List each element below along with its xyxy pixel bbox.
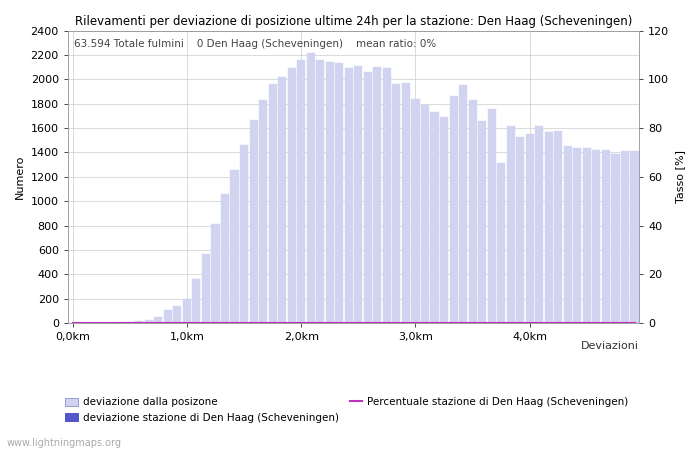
Bar bbox=[345, 68, 353, 323]
Bar bbox=[364, 72, 372, 323]
Bar bbox=[526, 134, 534, 323]
Bar bbox=[154, 317, 162, 323]
Bar bbox=[412, 99, 419, 323]
Bar bbox=[145, 320, 153, 323]
Bar bbox=[583, 148, 591, 323]
Bar bbox=[536, 126, 543, 323]
Bar bbox=[288, 68, 295, 323]
Bar bbox=[631, 151, 638, 323]
Bar bbox=[402, 83, 410, 323]
Bar bbox=[602, 150, 610, 323]
Bar bbox=[259, 100, 267, 323]
Bar bbox=[326, 62, 334, 323]
Bar bbox=[488, 108, 496, 323]
Bar bbox=[373, 67, 382, 323]
Bar bbox=[497, 163, 505, 323]
Bar bbox=[421, 105, 429, 323]
Bar bbox=[126, 322, 134, 323]
Bar bbox=[354, 66, 363, 323]
Bar bbox=[221, 194, 229, 323]
Bar bbox=[478, 121, 486, 323]
Title: Rilevamenti per deviazione di posizione ultime 24h per la stazione: Den Haag (Sc: Rilevamenti per deviazione di posizione … bbox=[75, 15, 632, 28]
Legend: deviazione dalla posizone, deviazione stazione di Den Haag (Scheveningen), Perce: deviazione dalla posizone, deviazione st… bbox=[61, 393, 633, 427]
Bar bbox=[164, 310, 172, 323]
Bar bbox=[230, 170, 239, 323]
Bar bbox=[335, 63, 343, 323]
Text: Deviazioni: Deviazioni bbox=[581, 341, 639, 351]
Bar bbox=[116, 322, 125, 323]
Bar bbox=[135, 321, 143, 323]
Bar bbox=[621, 151, 629, 323]
Bar bbox=[202, 254, 210, 323]
Text: www.lightningmaps.org: www.lightningmaps.org bbox=[7, 438, 122, 448]
Bar bbox=[573, 148, 582, 323]
Bar bbox=[611, 154, 620, 323]
Bar bbox=[278, 77, 286, 323]
Bar bbox=[211, 225, 220, 323]
Y-axis label: Tasso [%]: Tasso [%] bbox=[675, 150, 685, 203]
Bar bbox=[183, 299, 191, 323]
Bar bbox=[249, 120, 258, 323]
Bar bbox=[449, 96, 458, 323]
Bar bbox=[554, 130, 562, 323]
Bar bbox=[459, 86, 467, 323]
Bar bbox=[193, 279, 200, 323]
Bar bbox=[316, 60, 324, 323]
Bar bbox=[516, 137, 524, 323]
Text: 63.594 Totale fulmini    0 Den Haag (Scheveningen)    mean ratio: 0%: 63.594 Totale fulmini 0 Den Haag (Scheve… bbox=[74, 39, 436, 50]
Bar bbox=[307, 53, 315, 323]
Bar bbox=[269, 84, 276, 323]
Bar bbox=[545, 132, 553, 323]
Bar bbox=[383, 68, 391, 323]
Bar bbox=[468, 100, 477, 323]
Bar bbox=[564, 146, 572, 323]
Bar bbox=[393, 84, 400, 323]
Bar bbox=[297, 60, 305, 323]
Bar bbox=[507, 126, 514, 323]
Bar bbox=[592, 150, 601, 323]
Bar bbox=[240, 145, 248, 323]
Bar bbox=[430, 112, 439, 323]
Bar bbox=[440, 117, 448, 323]
Y-axis label: Numero: Numero bbox=[15, 155, 25, 199]
Bar bbox=[174, 306, 181, 323]
